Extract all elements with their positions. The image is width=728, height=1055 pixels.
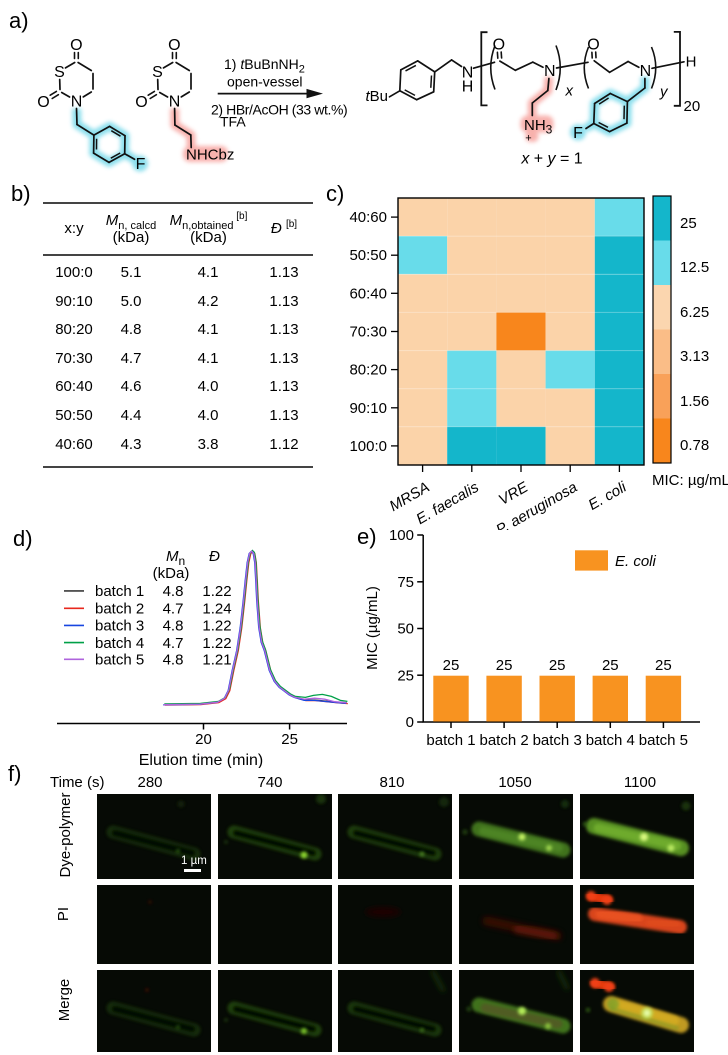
svg-text:1 µm: 1 µm [181, 855, 207, 867]
svg-text:4.7: 4.7 [163, 635, 184, 652]
svg-text:TFA: TFA [220, 114, 246, 130]
svg-text:x: x [565, 83, 574, 100]
svg-text:S: S [54, 64, 65, 81]
svg-text:25: 25 [602, 657, 619, 674]
svg-text:100: 100 [389, 527, 414, 544]
svg-text:70:30: 70:30 [349, 324, 387, 341]
svg-text:3.13: 3.13 [680, 348, 709, 365]
svg-text:Elution time (min): Elution time (min) [139, 752, 263, 768]
svg-text:batch 1: batch 1 [95, 583, 144, 600]
svg-text:Đ: Đ [209, 548, 220, 565]
svg-text:S: S [152, 64, 163, 81]
svg-text:N: N [544, 63, 556, 80]
svg-text:1.21: 1.21 [202, 652, 231, 669]
svg-text:20: 20 [195, 731, 212, 748]
svg-text:tBu: tBu [365, 88, 388, 105]
svg-text:4.8: 4.8 [163, 618, 184, 635]
svg-text:N: N [462, 64, 474, 81]
svg-text:4.7: 4.7 [163, 601, 184, 618]
svg-text:F: F [136, 156, 146, 173]
svg-text:90:10: 90:10 [349, 400, 387, 417]
svg-text:40:60: 40:60 [349, 209, 387, 226]
svg-text:25: 25 [549, 657, 566, 674]
svg-text:1.22: 1.22 [202, 635, 231, 652]
svg-text:E. coli: E. coli [586, 478, 630, 513]
svg-text:O: O [135, 94, 147, 111]
svg-text:y: y [659, 84, 669, 101]
svg-text:NH3: NH3 [524, 117, 553, 137]
svg-text:1.56: 1.56 [680, 393, 709, 410]
svg-text:F: F [573, 125, 583, 142]
svg-text:O: O [70, 37, 82, 54]
svg-text:x + y = 1: x + y = 1 [520, 151, 582, 168]
svg-text:N: N [169, 94, 181, 111]
svg-text:N: N [640, 63, 652, 80]
svg-text:2) HBr/AcOH (33 wt.%): 2) HBr/AcOH (33 wt.%) [211, 102, 347, 118]
svg-text:20: 20 [684, 98, 701, 115]
svg-text:batch 4: batch 4 [586, 732, 635, 749]
svg-text:batch 4: batch 4 [95, 635, 144, 652]
svg-text:100:0: 100:0 [349, 438, 387, 455]
svg-text:NHCbz: NHCbz [186, 147, 234, 164]
svg-text:1.22: 1.22 [202, 583, 231, 600]
svg-text:+: + [525, 133, 531, 145]
svg-text:25: 25 [281, 731, 298, 748]
svg-text:60:40: 60:40 [349, 285, 387, 302]
svg-text:0: 0 [406, 714, 414, 731]
svg-text:MIC: µg/mL: MIC: µg/mL [652, 472, 728, 489]
svg-text:50: 50 [397, 621, 414, 638]
svg-text:batch 2: batch 2 [95, 601, 144, 618]
svg-text:25: 25 [680, 215, 697, 232]
svg-text:batch 3: batch 3 [95, 618, 144, 635]
svg-text:batch 5: batch 5 [95, 652, 144, 669]
svg-text:4.8: 4.8 [163, 583, 184, 600]
svg-text:25: 25 [397, 667, 414, 684]
svg-text:25: 25 [496, 657, 513, 674]
svg-text:6.25: 6.25 [680, 304, 709, 321]
svg-text:batch 2: batch 2 [479, 732, 528, 749]
svg-text:O: O [168, 37, 180, 54]
svg-text:0.78: 0.78 [680, 437, 709, 454]
svg-text:1) tBuBnNH2: 1) tBuBnNH2 [224, 56, 305, 76]
svg-text:H: H [686, 54, 697, 71]
svg-text:12.5: 12.5 [680, 259, 709, 276]
svg-text:open-vessel: open-vessel [227, 74, 303, 90]
svg-text:batch 3: batch 3 [533, 732, 582, 749]
svg-text:H: H [462, 79, 474, 96]
svg-text:O: O [37, 94, 49, 111]
svg-text:4.8: 4.8 [163, 652, 184, 669]
svg-text:N: N [71, 94, 83, 111]
svg-text:O: O [587, 37, 599, 54]
svg-text:(kDa): (kDa) [153, 565, 190, 582]
svg-text:batch 1: batch 1 [426, 732, 475, 749]
svg-text:MIC (µg/mL): MIC (µg/mL) [364, 586, 381, 670]
svg-text:25: 25 [443, 657, 460, 674]
svg-text:80:20: 80:20 [349, 362, 387, 379]
svg-text:batch 5: batch 5 [639, 732, 688, 749]
svg-text:1.22: 1.22 [202, 618, 231, 635]
svg-text:25: 25 [655, 657, 672, 674]
svg-text:50:50: 50:50 [349, 247, 387, 264]
svg-text:E. coli: E. coli [615, 553, 657, 570]
svg-text:75: 75 [397, 574, 414, 591]
svg-text:1.24: 1.24 [202, 601, 231, 618]
svg-text:O: O [493, 37, 505, 54]
